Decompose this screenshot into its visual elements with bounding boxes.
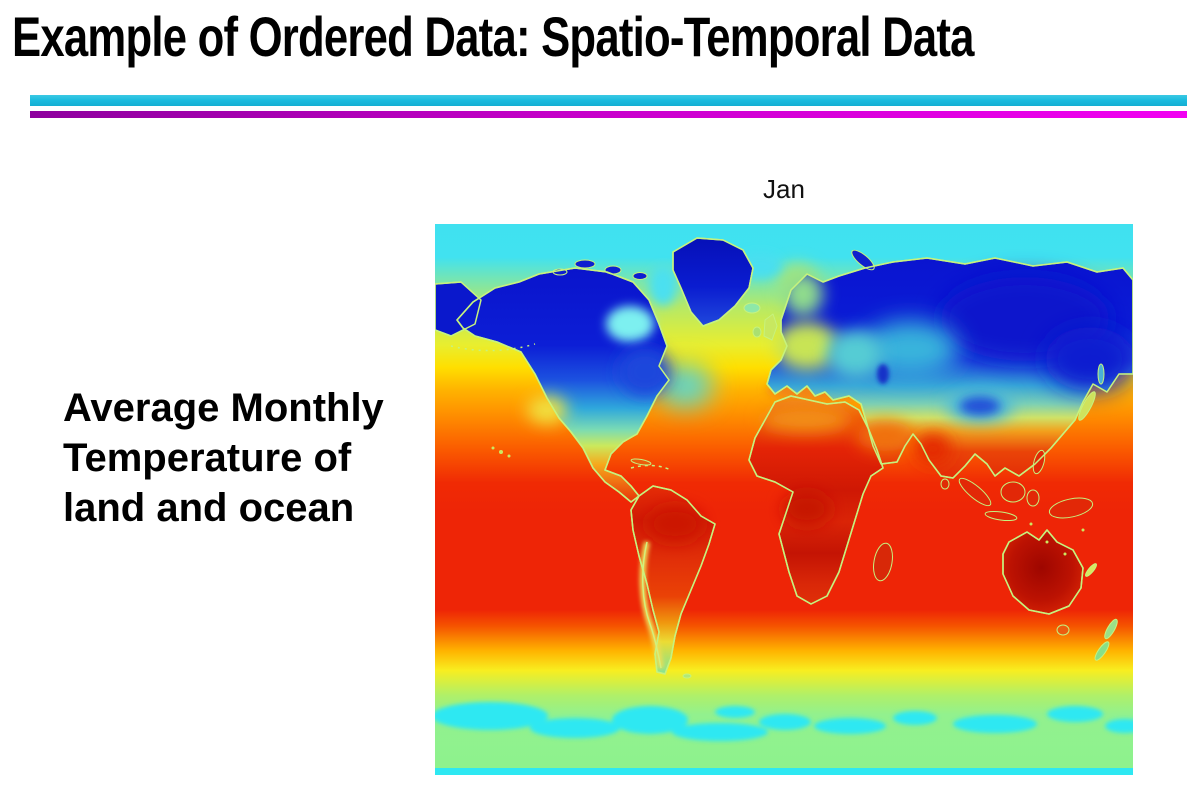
caption-line: Average Monthly [63,386,384,430]
page-title-text: Example of Ordered Data: Spatio-Temporal… [12,5,974,68]
island-japan [1078,391,1096,421]
island-new-zealand-north [1104,618,1118,640]
island-java [984,510,1018,522]
coastline-outlines [435,237,1133,675]
islands-layer [450,249,1118,679]
arctic-island-speck [632,272,648,280]
pacific-island-dot [1029,522,1033,526]
antarctic-edge-strip [435,768,1133,775]
pacific-island-dot [1081,528,1085,532]
antarctic-sea-ice [435,702,1133,741]
island-new-zealand-south [1094,641,1110,661]
pacific-island-dot [1063,552,1067,556]
world-temperature-heatmap [435,224,1133,775]
island-sumatra [958,477,992,507]
island-novaya-zemlya [851,249,875,271]
aleutian-arc [450,343,536,352]
divider-bar-cyan [30,95,1187,106]
page-title: Example of Ordered Data: Spatio-Temporal… [12,4,1200,70]
figure-caption: Average Monthly Temperature of land and … [63,383,384,533]
island-ireland [752,326,762,338]
caption-line: Temperature of [63,436,352,480]
land-temperature-blobs [527,272,1133,669]
island-sri-lanka [940,478,950,490]
island-britain [763,313,778,341]
island-madagascar [873,542,893,582]
island-falkland [682,673,692,679]
island-sulawesi [1026,489,1040,507]
andes-line [641,541,662,669]
island-cuba [630,458,652,466]
pacific-island-dot [1045,540,1049,544]
divider-bar-magenta [30,111,1187,118]
pacific-island-dot [491,446,495,450]
island-tasmania [1056,624,1070,636]
island-new-caledonia [1085,563,1097,577]
pacific-island-dot [507,454,511,458]
island-iceland [743,302,761,314]
pacific-island-dot [499,450,503,454]
caption-line: land and ocean [63,486,355,530]
temperature-map-figure [435,224,1133,775]
island-sakhalin [1097,363,1105,385]
month-label: Jan [763,174,805,204]
island-borneo [1000,481,1026,503]
arctic-island-speck [574,259,596,269]
island-new-guinea [1048,497,1094,519]
caribbean-arc [630,464,672,471]
